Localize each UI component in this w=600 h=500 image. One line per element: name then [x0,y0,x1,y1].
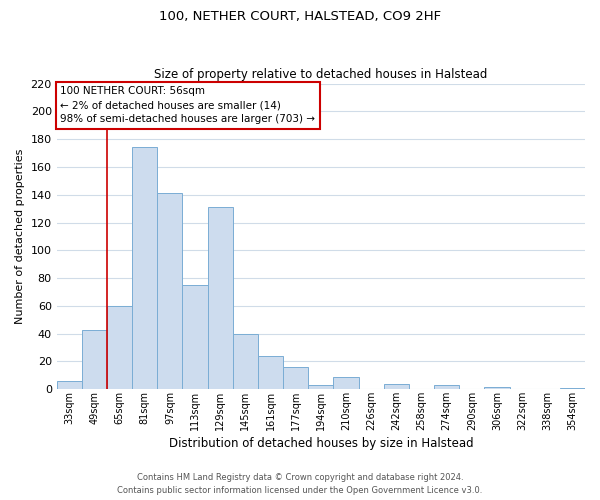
Bar [283,367,308,390]
Bar [308,385,334,390]
Bar [233,334,258,390]
Bar [258,356,283,390]
Text: 100, NETHER COURT, HALSTEAD, CO9 2HF: 100, NETHER COURT, HALSTEAD, CO9 2HF [159,10,441,23]
Text: 100 NETHER COURT: 56sqm
← 2% of detached houses are smaller (14)
98% of semi-det: 100 NETHER COURT: 56sqm ← 2% of detached… [61,86,316,124]
Bar [56,381,82,390]
Bar [434,385,459,390]
Bar [560,388,585,390]
Bar [132,148,157,390]
Bar [182,285,208,390]
Bar [157,194,182,390]
Bar [384,384,409,390]
Bar [208,207,233,390]
Bar [484,386,509,390]
Bar [82,330,107,390]
Bar [107,306,132,390]
Y-axis label: Number of detached properties: Number of detached properties [15,148,25,324]
Bar [334,377,359,390]
Text: Contains HM Land Registry data © Crown copyright and database right 2024.
Contai: Contains HM Land Registry data © Crown c… [118,474,482,495]
X-axis label: Distribution of detached houses by size in Halstead: Distribution of detached houses by size … [169,437,473,450]
Title: Size of property relative to detached houses in Halstead: Size of property relative to detached ho… [154,68,488,81]
